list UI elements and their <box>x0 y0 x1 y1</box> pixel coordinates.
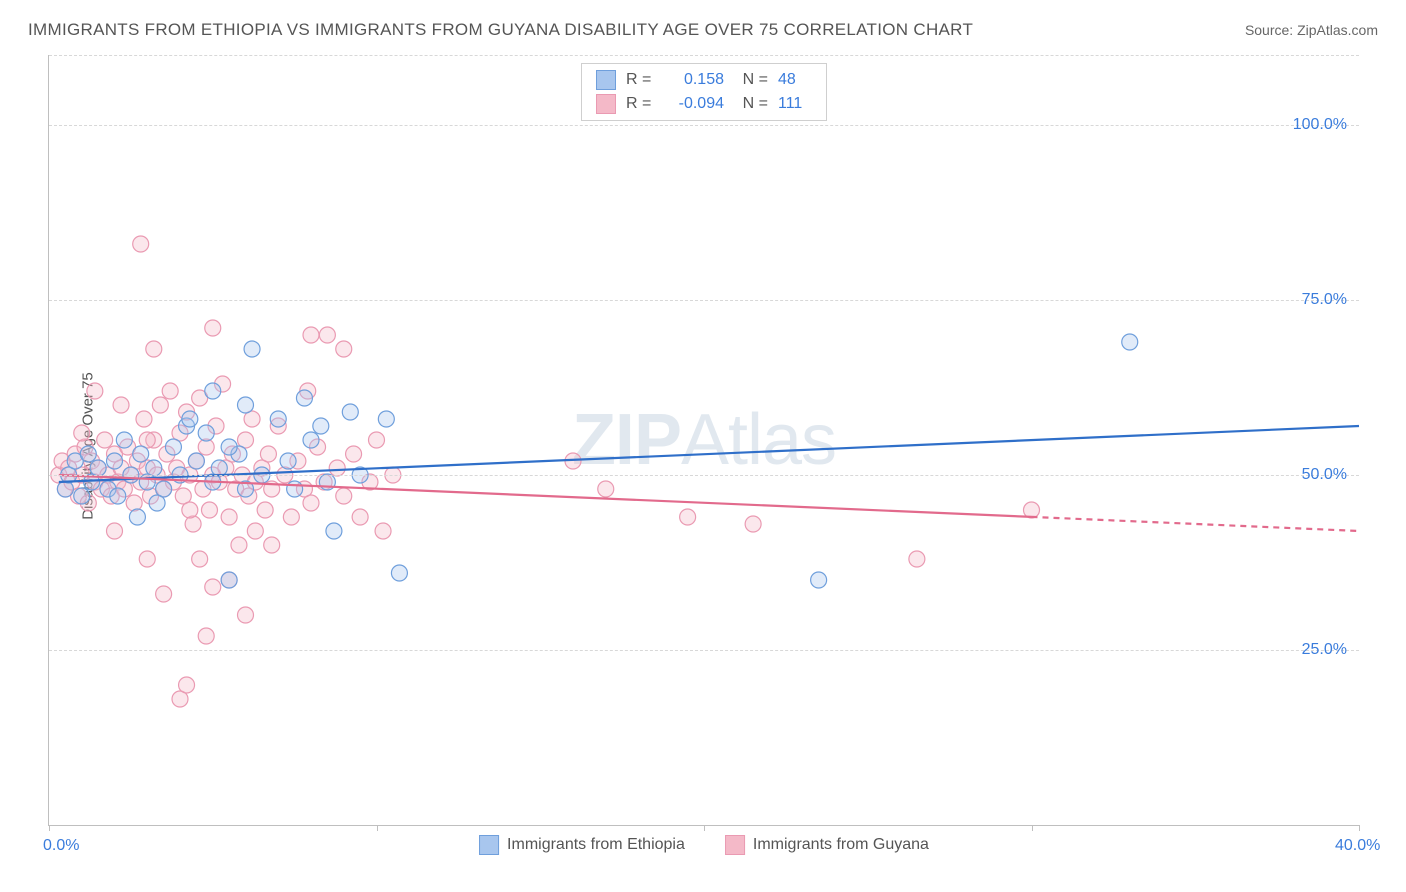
swatch-legend-2 <box>725 835 745 855</box>
gridline-h <box>49 650 1359 651</box>
y-tick-label: 50.0% <box>1302 466 1347 484</box>
legend-label-2: Immigrants from Guyana <box>753 836 929 854</box>
x-tick <box>1032 825 1033 831</box>
chart-title: IMMIGRANTS FROM ETHIOPIA VS IMMIGRANTS F… <box>28 20 973 40</box>
legend-item-1: Immigrants from Ethiopia <box>479 835 685 855</box>
x-tick <box>49 825 50 831</box>
x-tick <box>704 825 705 831</box>
gridline-h <box>49 300 1359 301</box>
x-tick-label: 0.0% <box>43 837 79 855</box>
y-tick-label: 75.0% <box>1302 291 1347 309</box>
source-label: Source: ZipAtlas.com <box>1245 22 1378 38</box>
gridline-h <box>49 475 1359 476</box>
x-tick <box>377 825 378 831</box>
gridline-h <box>49 55 1359 56</box>
x-tick <box>1359 825 1360 831</box>
gridline-h <box>49 125 1359 126</box>
swatch-legend-1 <box>479 835 499 855</box>
legend-label-1: Immigrants from Ethiopia <box>507 836 685 854</box>
x-tick-label: 40.0% <box>1335 837 1380 855</box>
scatter-plot-svg <box>49 55 1359 825</box>
chart-area: ZIPAtlas R = 0.158 N = 48 R = -0.094 N =… <box>48 55 1359 826</box>
legend-item-2: Immigrants from Guyana <box>725 835 929 855</box>
y-tick-label: 25.0% <box>1302 641 1347 659</box>
bottom-legend: Immigrants from Ethiopia Immigrants from… <box>479 835 929 855</box>
y-tick-label: 100.0% <box>1293 116 1347 134</box>
